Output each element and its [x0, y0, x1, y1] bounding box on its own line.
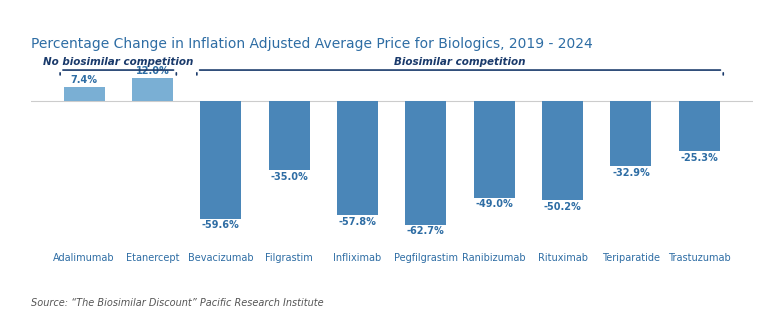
Text: Source: “The Biosimilar Discount” Pacific Research Institute: Source: “The Biosimilar Discount” Pacifi… — [31, 298, 323, 308]
Bar — [132, 78, 173, 101]
Text: No biosimilar competition: No biosimilar competition — [43, 57, 194, 67]
Bar — [611, 101, 651, 166]
Bar — [679, 101, 720, 151]
Text: -59.6%: -59.6% — [202, 220, 240, 230]
Text: Biosimilar competition: Biosimilar competition — [394, 57, 526, 67]
Bar — [406, 101, 446, 225]
Text: -50.2%: -50.2% — [544, 202, 581, 212]
Text: -32.9%: -32.9% — [612, 168, 650, 178]
Text: -35.0%: -35.0% — [270, 172, 308, 182]
Bar — [200, 101, 241, 219]
Text: -25.3%: -25.3% — [680, 153, 718, 163]
Bar — [269, 101, 310, 170]
Bar — [542, 101, 583, 200]
Text: Percentage Change in Inflation Adjusted Average Price for Biologics, 2019 - 2024: Percentage Change in Inflation Adjusted … — [31, 37, 592, 51]
Text: -49.0%: -49.0% — [475, 199, 513, 209]
Bar — [64, 87, 104, 101]
Text: -57.8%: -57.8% — [339, 216, 376, 227]
Text: -62.7%: -62.7% — [407, 226, 445, 236]
Bar — [474, 101, 515, 198]
Bar — [337, 101, 378, 215]
Text: 7.4%: 7.4% — [71, 75, 98, 86]
Text: 12.0%: 12.0% — [135, 66, 169, 76]
